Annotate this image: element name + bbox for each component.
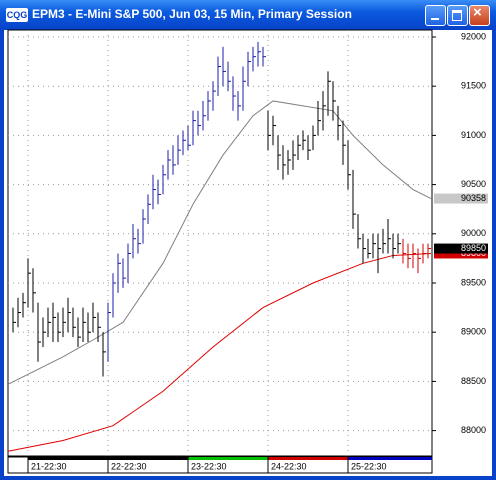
price-label: 90358 — [461, 193, 486, 203]
day-band — [348, 457, 432, 460]
x-tick-label: 22-22:30 — [111, 461, 147, 471]
minimize-button[interactable] — [425, 5, 446, 26]
price-label-box — [434, 243, 488, 254]
price-label-box — [434, 193, 488, 204]
price-label: 89850 — [461, 243, 486, 253]
x-tick-label: 23-22:30 — [191, 461, 227, 471]
x-tick-label: 21-22:30 — [31, 461, 67, 471]
x-tick-label: 25-22:30 — [351, 461, 387, 471]
y-tick-label: 88500 — [461, 376, 486, 386]
y-tick-label: 91500 — [461, 81, 486, 91]
y-tick-label: 91000 — [461, 130, 486, 140]
y-tick-label: 92000 — [461, 31, 486, 41]
window-title: EPM3 - E-Mini S&P 500, Jun 03, 15 Min, P… — [32, 7, 352, 21]
y-tick-label: 88000 — [461, 425, 486, 435]
title-bar: CQG EPM3 - E-Mini S&P 500, Jun 03, 15 Mi… — [0, 0, 496, 30]
day-band — [188, 457, 268, 460]
day-band — [268, 457, 348, 460]
app-icon: CQG — [6, 8, 28, 22]
y-tick-label: 89500 — [461, 277, 486, 287]
y-tick-label: 90000 — [461, 228, 486, 238]
day-band — [108, 457, 188, 460]
day-band — [28, 457, 108, 460]
maximize-button[interactable] — [447, 5, 468, 26]
y-tick-label: 89000 — [461, 327, 486, 337]
y-tick-label: 90500 — [461, 179, 486, 189]
plot-area — [7, 29, 433, 457]
close-button[interactable]: × — [469, 4, 490, 26]
x-tick-label: 24-22:30 — [271, 461, 307, 471]
moving-average — [7, 100, 432, 385]
